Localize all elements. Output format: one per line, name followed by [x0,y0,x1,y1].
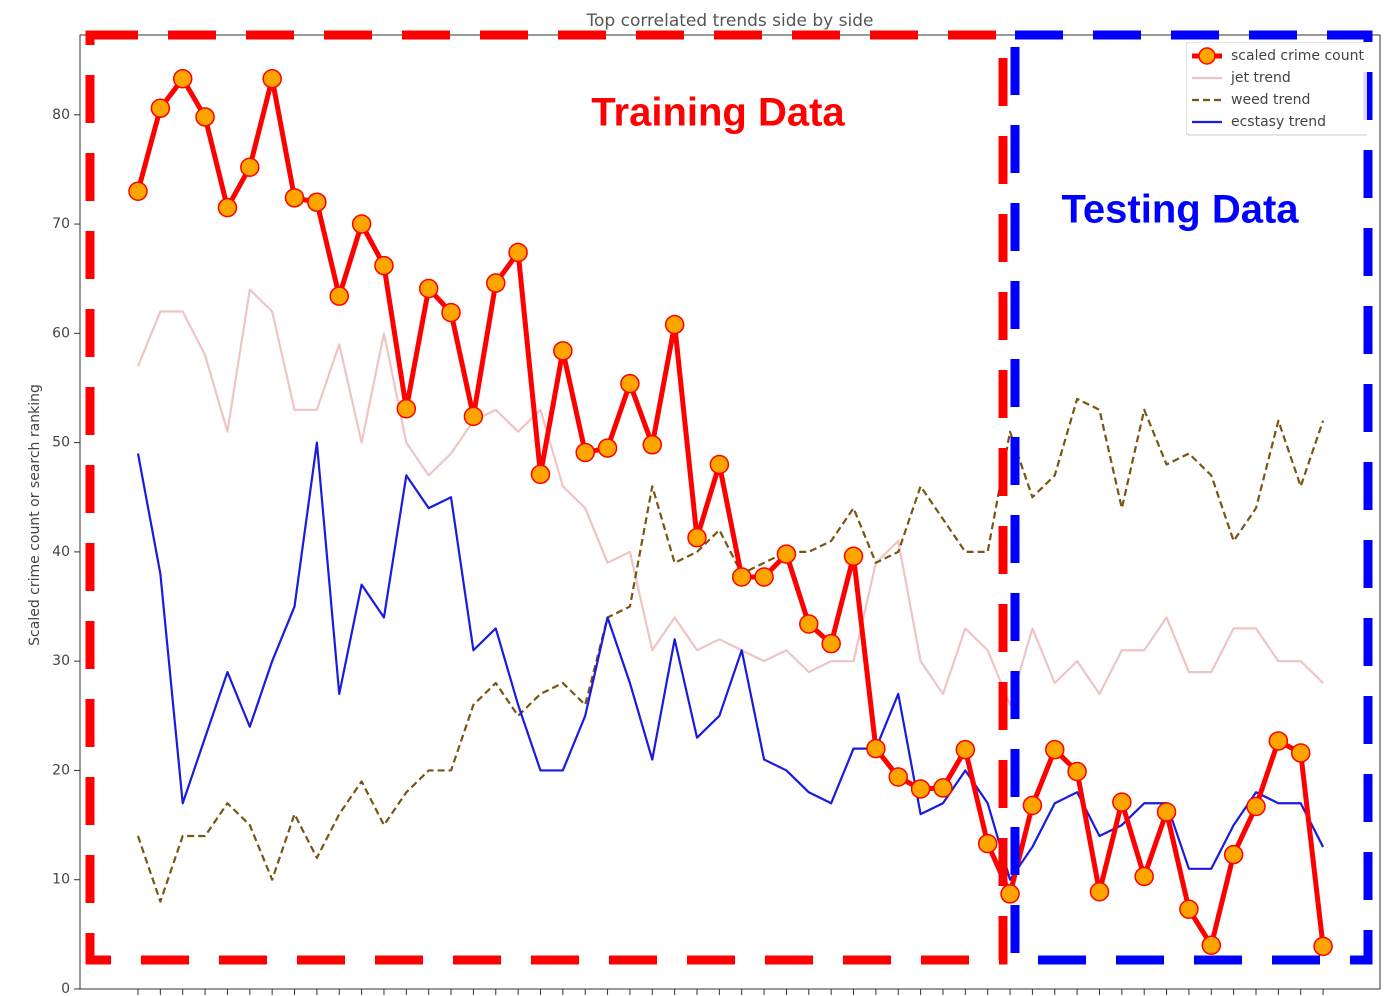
data-point [1246,796,1266,817]
data-point [530,464,551,485]
data-point [888,767,908,787]
data-point [955,739,976,760]
data-point [1156,802,1177,822]
y-tick-label: 40 [52,544,70,560]
data-point [1268,731,1289,751]
series-line [135,76,1326,948]
y-tick-label: 60 [52,325,70,341]
annotation: Testing Data [1061,188,1299,232]
data-point [1179,899,1199,919]
y-tick-label: 80 [52,107,70,123]
y-axis-label: Scaled crime count or search ranking [27,384,43,646]
legend-label: scaled crime count [1231,48,1364,64]
data-point [977,833,998,854]
data-point [843,546,864,567]
data-point [351,214,372,234]
training-box [85,30,1008,965]
data-point [933,778,953,798]
y-tick-label: 0 [61,981,70,996]
data-point [1089,881,1110,902]
data-point [1067,761,1087,782]
legend-label: ecstasy trend [1231,114,1326,130]
data-point [1313,936,1333,957]
data-point [463,406,484,427]
data-point [866,738,886,759]
annotation: Training Data [591,91,845,135]
data-point [396,398,417,419]
chart-title: Top correlated trends side by side [586,11,874,31]
data-point [664,314,685,335]
data-point [776,544,797,564]
data-point [1000,884,1020,904]
data-point [1022,795,1043,816]
data-point [441,302,461,323]
data-point [553,341,573,361]
y-tick-label: 50 [52,435,70,451]
data-point [150,98,171,118]
data-point [374,255,394,276]
data-point [910,779,931,799]
data-point [128,181,148,202]
data-point [1134,866,1154,887]
y-tick-label: 70 [52,216,70,232]
y-tick-label: 20 [52,762,70,778]
data-point [642,435,663,455]
data-point [307,192,327,212]
data-point [195,107,215,127]
legend-marker [1198,47,1216,65]
data-point [217,197,238,218]
data-point [709,454,730,475]
data-point [731,567,752,587]
data-point [508,242,528,263]
legend-label: jet trend [1230,70,1291,86]
data-point [597,438,618,458]
data-point [1045,739,1065,760]
series-line [136,397,1325,903]
series-line [136,288,1324,706]
data-point [262,68,282,89]
data-point [329,286,349,306]
data-point [687,527,707,548]
data-point [172,68,193,89]
legend-label: weed trend [1231,92,1310,108]
data-point [620,373,640,394]
data-point [754,567,774,587]
data-point [418,278,439,299]
data-point [1201,935,1222,956]
data-point [1223,844,1244,865]
y-tick-label: 10 [52,872,70,888]
legend-box [1186,42,1367,136]
data-point [284,188,305,208]
data-point [1112,792,1132,812]
testing-box [1010,30,1373,965]
data-point [486,273,506,293]
data-point [821,633,841,654]
data-point [799,614,819,634]
data-point [1290,743,1311,763]
y-tick-label: 30 [52,653,70,669]
data-point [575,442,595,463]
data-point [240,157,260,177]
